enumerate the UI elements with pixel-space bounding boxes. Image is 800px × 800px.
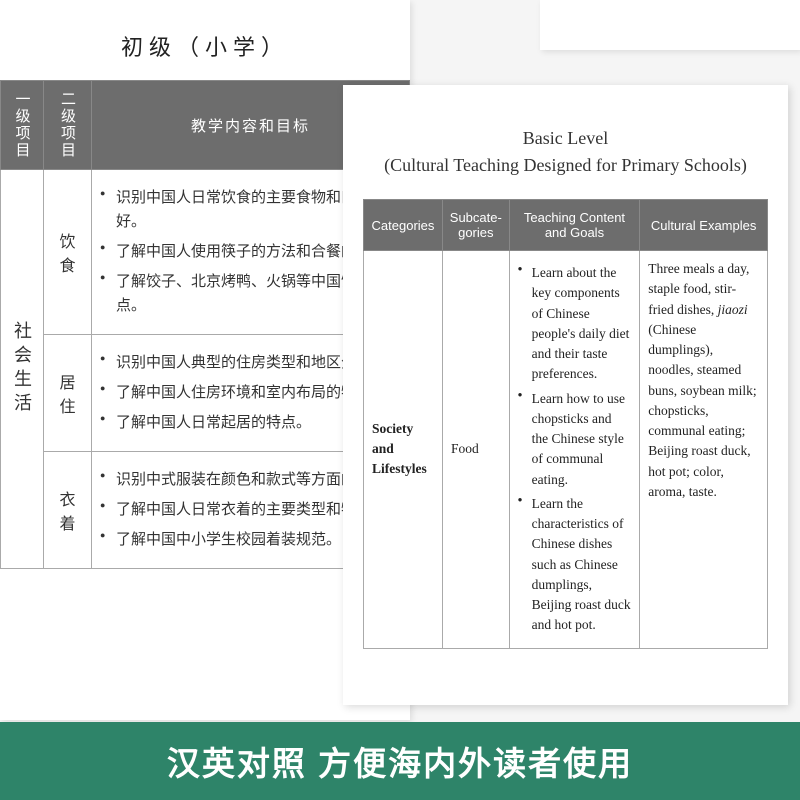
cn-subcategory: 饮食	[44, 170, 92, 335]
examples-text-post: (Chinese dumplings), noodles, steamed bu…	[648, 322, 756, 499]
en-goals-cell: Learn about the key components of Chines…	[509, 251, 640, 649]
en-header-examples: Cultural Examples	[640, 200, 768, 251]
en-title-line1: Basic Level	[523, 128, 608, 148]
examples-italic: jiaozi	[718, 302, 748, 317]
en-category: Society and Lifestyles	[364, 251, 443, 649]
en-title-line2: (Cultural Teaching Designed for Primary …	[384, 155, 747, 175]
en-header-subcategories: Subcate-gories	[442, 200, 509, 251]
bottom-banner: 汉英对照 方便海内外读者使用	[0, 722, 800, 800]
list-item: Learn the characteristics of Chinese dis…	[518, 494, 632, 636]
cn-header-col2: 二级项目	[44, 81, 92, 170]
cn-header-col1: 一级项目	[1, 81, 44, 170]
list-item: Learn how to use chopsticks and the Chin…	[518, 389, 632, 490]
en-subcategory: Food	[442, 251, 509, 649]
en-header-goals: Teaching Content and Goals	[509, 200, 640, 251]
english-page: Basic Level (Cultural Teaching Designed …	[343, 85, 788, 705]
page-stub	[540, 0, 800, 50]
table-row: Society and Lifestyles Food Learn about …	[364, 251, 768, 649]
en-header-categories: Categories	[364, 200, 443, 251]
en-page-title: Basic Level (Cultural Teaching Designed …	[343, 85, 788, 199]
cn-page-title: 初级（小学）	[0, 0, 410, 80]
cn-category: 社会生活	[1, 170, 44, 569]
en-header-row: Categories Subcate-gories Teaching Conte…	[364, 200, 768, 251]
en-table: Categories Subcate-gories Teaching Conte…	[363, 199, 768, 649]
cn-subcategory: 居住	[44, 335, 92, 452]
list-item: Learn about the key components of Chines…	[518, 263, 632, 385]
en-examples-cell: Three meals a day, staple food, stir-fri…	[640, 251, 768, 649]
cn-subcategory: 衣着	[44, 452, 92, 569]
